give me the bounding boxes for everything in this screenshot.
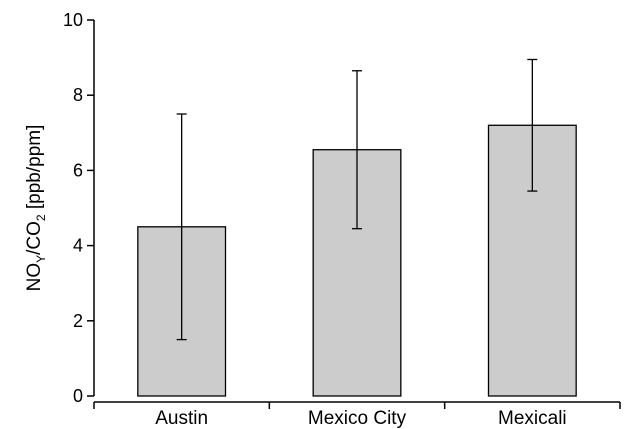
y-tick-label: 2: [73, 311, 83, 331]
category-label: Austin: [155, 408, 208, 429]
category-label: Mexicali: [498, 408, 567, 429]
y-axis-label: NOY/CO2 [ppb/ppm]: [24, 125, 48, 292]
y-label-mid: /CO: [24, 221, 45, 255]
y-axis: 0 2 4 6 8 10: [63, 10, 95, 406]
y-tick-label: 6: [73, 160, 83, 180]
y-ticks: 0 2 4 6 8 10: [63, 10, 94, 406]
y-label-sub2: 2: [34, 214, 48, 221]
y-label-sub1: Y: [34, 255, 48, 263]
y-label-tail: [ppb/ppm]: [24, 125, 45, 215]
error-bars: [176, 58, 538, 341]
x-ticks: [93, 402, 621, 409]
y-tick-label: 4: [73, 236, 83, 256]
y-tick-label: 0: [73, 386, 83, 406]
x-axis: [93, 401, 621, 409]
category-labels: Austin Mexico City Mexicali: [155, 408, 566, 429]
y-tick-label: 8: [73, 85, 83, 105]
y-tick-label: 10: [63, 10, 83, 30]
category-label: Mexico City: [308, 408, 407, 429]
y-label-main: NO: [24, 263, 45, 292]
